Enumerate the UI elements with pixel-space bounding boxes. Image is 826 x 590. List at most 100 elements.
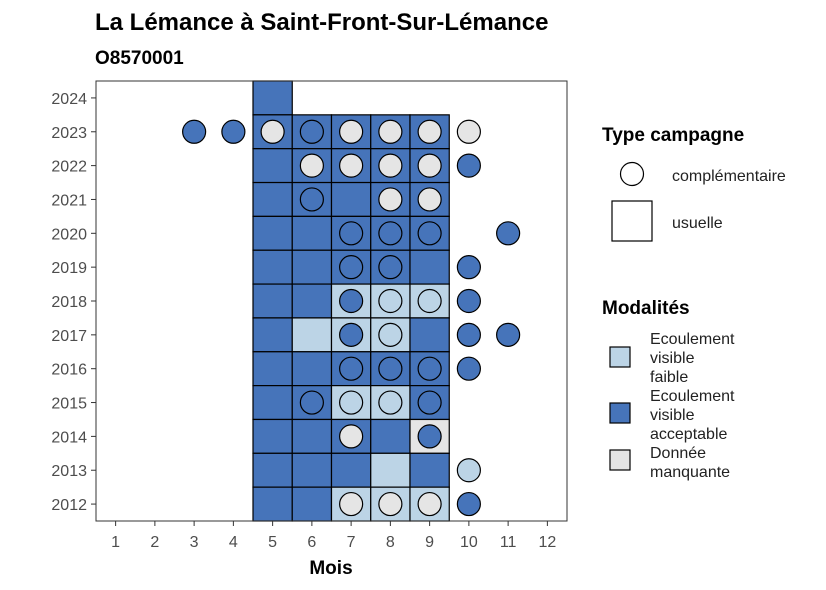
tile-2019-9 [409,249,450,285]
tile-2018-5 [252,283,293,319]
legend-key-faible [609,346,631,368]
point-2014-9 [417,424,442,449]
y-tick-label-2019: 2019 [51,260,87,277]
point-2022-8 [378,153,403,178]
tile-2012-6 [291,486,333,522]
legend-label-faible-line3: faible [650,369,688,386]
point-2016-7 [339,356,364,381]
point-2017-8 [378,322,403,347]
legend-modalites: Modalités Ecoulement visible faible Ecoulem… [602,298,735,481]
tile-2021-7 [330,181,372,217]
x-tick-label-5: 5 [268,534,277,551]
plot-area [95,80,568,522]
tile-2022-5 [252,148,293,184]
legend-label-manquante-line1: Donnée [650,445,706,462]
point-2016-9 [417,356,442,381]
y-tick-label-2023: 2023 [51,125,87,142]
point-2020-9 [417,221,442,246]
point-2020-11 [496,221,521,246]
tile-2018-6 [291,283,333,319]
tile-2021-5 [252,181,293,217]
tile-2016-5 [252,351,293,387]
legend-key-circle [619,161,645,187]
point-2012-9 [417,491,442,517]
tile-2013-9 [409,452,450,488]
tile-2020-5 [252,215,293,251]
x-tick-label-7: 7 [347,534,356,551]
point-2017-7 [339,322,364,347]
point-2016-8 [378,356,403,381]
point-2018-8 [378,288,403,314]
x-tick-label-4: 4 [229,534,238,551]
legend-label-manquante-line2: manquante [650,464,730,481]
legend-type-title: Type campagne [602,125,744,146]
point-2019-8 [378,255,403,280]
point-2023-3 [182,119,207,144]
x-tick-label-11: 11 [500,534,517,551]
point-2023-6 [299,119,324,144]
tile-2014-8 [370,418,411,454]
tile-2024-5 [252,80,293,116]
x-axis: 1 2 3 4 5 6 7 8 9 10 11 12 [111,521,556,551]
legend-key-square [611,200,653,242]
legend-modalites-title: Modalités [602,298,690,319]
y-tick-label-2022: 2022 [51,159,87,176]
x-axis-label: Mois [309,558,352,579]
point-2020-8 [378,221,403,246]
tile-2016-6 [291,351,333,387]
point-2023-4 [221,119,246,144]
tile-2015-5 [252,385,293,421]
point-2016-10 [456,356,481,381]
chart-title: La Lémance à Saint-Front-Sur-Lémance [95,9,548,36]
point-2019-7 [339,255,364,280]
tile-2013-5 [252,452,293,488]
x-tick-label-1: 1 [111,534,120,551]
x-tick-label-12: 12 [538,534,556,551]
point-2015-9 [417,390,442,415]
y-tick-label-2016: 2016 [51,362,87,379]
point-2015-6 [299,390,324,415]
y-tick-label-2014: 2014 [51,429,87,446]
legend-key-acceptable [609,402,631,424]
point-2012-8 [378,491,403,517]
point-2022-10 [456,153,481,178]
legend-label-complementaire: complémentaire [672,168,786,185]
tile-2020-6 [291,215,333,251]
y-tick-label-2024: 2024 [51,91,87,108]
y-tick-label-2012: 2012 [51,497,87,514]
x-tick-label-3: 3 [190,534,199,551]
x-tick-label-9: 9 [425,534,434,551]
legend-label-acceptable-line1: Ecoulement [650,388,735,405]
point-2017-11 [496,322,521,347]
legend-label-faible-line2: visible [650,350,695,367]
x-tick-label-6: 6 [307,534,316,551]
x-tick-label-10: 10 [460,534,478,551]
tile-2013-8 [370,452,411,488]
legend-label-faible-line1: Ecoulement [650,331,735,348]
point-2019-10 [456,255,481,280]
tile-2019-6 [291,249,333,285]
y-axis: 2012 2013 2014 2015 2016 2017 2018 2019 2020 2021… [51,91,96,514]
point-2022-7 [339,153,364,178]
point-2013-10 [456,458,481,483]
y-tick-label-2021: 2021 [51,192,87,209]
tile-2014-5 [252,418,293,454]
point-2021-9 [417,187,442,212]
chart-subtitle: O8570001 [95,48,184,69]
point-2012-7 [339,491,364,517]
point-2018-7 [339,288,364,314]
y-tick-label-2015: 2015 [51,396,87,413]
y-tick-label-2017: 2017 [51,328,87,345]
legend-label-acceptable-line2: visible [650,407,695,424]
point-2023-9 [417,119,442,144]
point-2022-9 [417,153,442,178]
point-2023-7 [339,119,364,144]
x-tick-label-2: 2 [150,534,159,551]
tile-2017-5 [252,317,293,353]
point-2022-6 [299,153,324,178]
point-2020-7 [339,221,364,246]
tile-2013-7 [330,452,372,488]
legend-label-usuelle: usuelle [672,215,723,232]
y-tick-label-2018: 2018 [51,294,87,311]
